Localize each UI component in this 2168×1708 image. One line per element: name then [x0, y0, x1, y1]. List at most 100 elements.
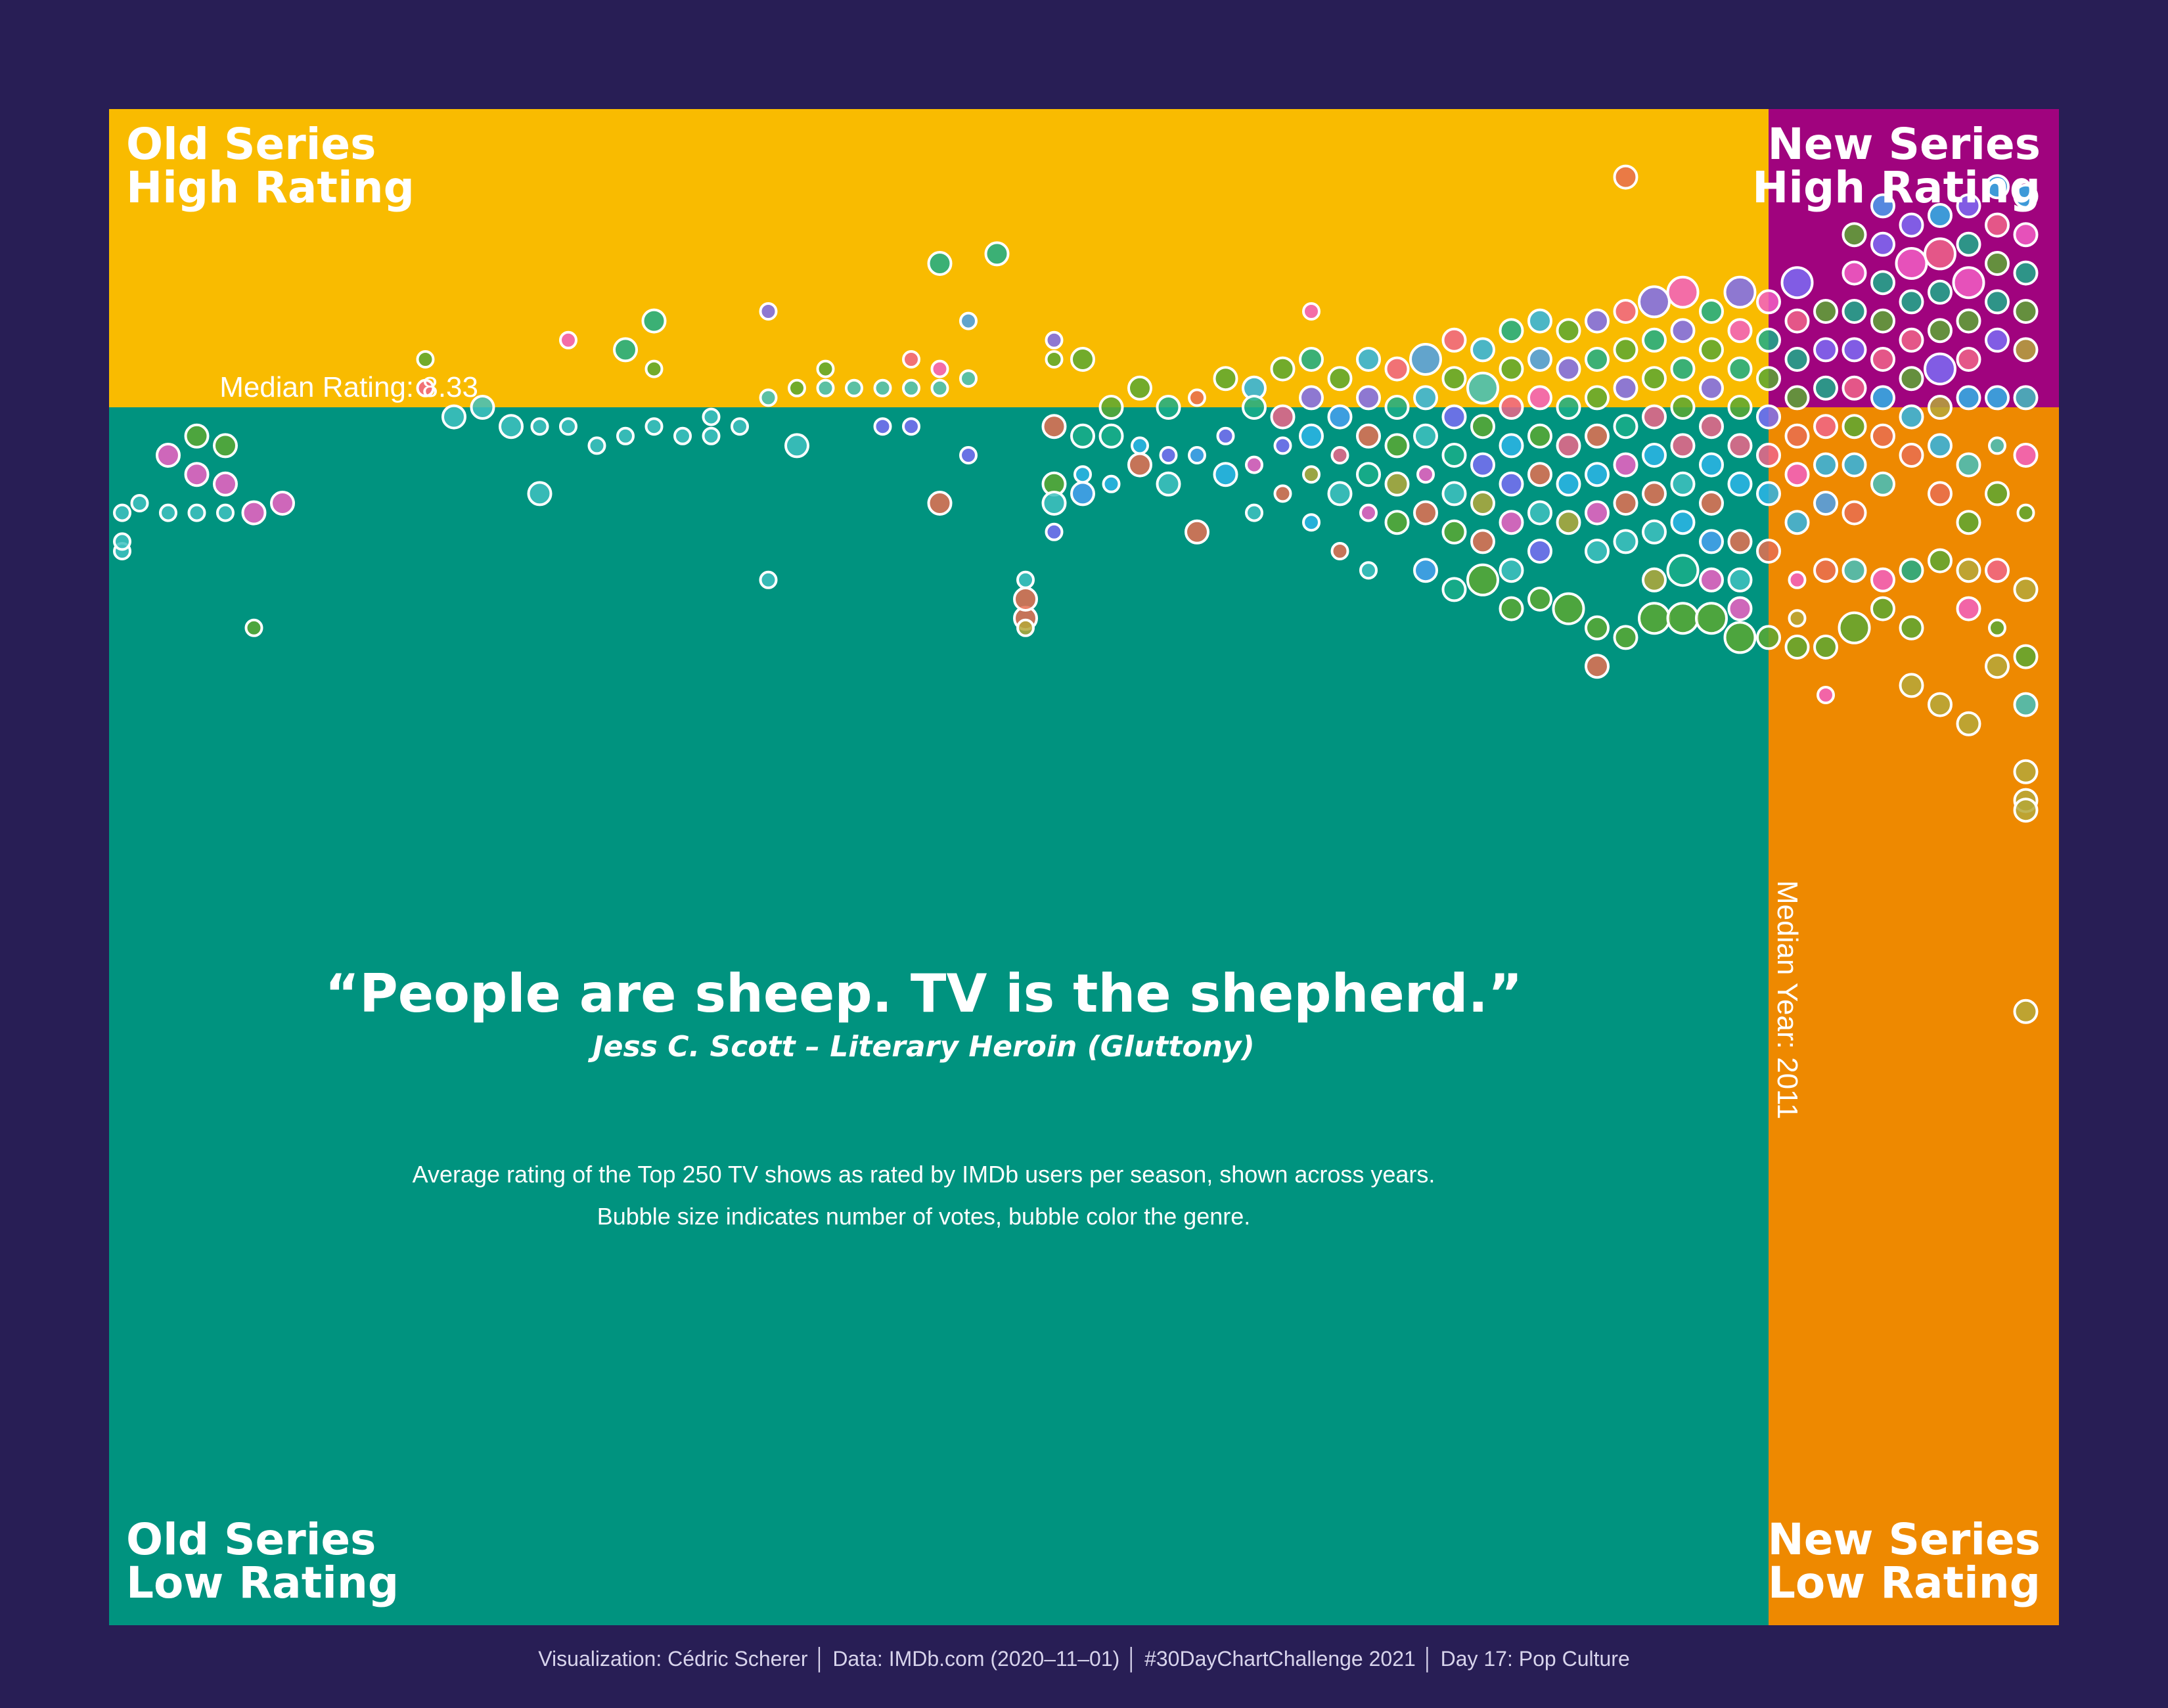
bubble-point — [184, 462, 210, 487]
bubble-point — [1817, 686, 1835, 704]
bubble-point — [1585, 539, 1610, 564]
bubble-point — [1527, 385, 1552, 411]
quadrant-title-new-high-line1: New Series — [1768, 119, 2041, 169]
bubble-point — [1499, 318, 1524, 344]
bubble-point — [1070, 423, 1095, 449]
bubble-point — [1788, 570, 1807, 589]
bubble-point — [1245, 455, 1263, 474]
bubble-point — [1699, 529, 1724, 554]
bubble-point — [784, 433, 809, 459]
bubble-point — [1870, 596, 1895, 621]
quadrant-old-low — [109, 407, 1769, 1625]
bubble-point — [1613, 164, 1638, 190]
bubble-point — [2013, 337, 2039, 363]
bubble-point — [1613, 375, 1638, 401]
bubble-point — [1327, 481, 1353, 506]
quadrant-title-old-high-line1: Old Series — [126, 119, 376, 169]
quadrant-title-old-low-line1: Old Series — [126, 1514, 376, 1565]
bubble-point — [187, 503, 206, 522]
bubble-point — [1270, 404, 1296, 430]
bubble-point — [1556, 471, 1581, 497]
bubble-point — [216, 503, 235, 522]
bubble-point — [1527, 587, 1552, 612]
bubble-point — [1985, 558, 2010, 583]
bubble-point — [1556, 433, 1581, 459]
bubble-point — [1699, 414, 1724, 439]
bubble-point — [1102, 474, 1121, 493]
bubble-point — [1928, 203, 1953, 228]
bubble-point — [902, 350, 920, 369]
bubble-point — [927, 251, 953, 276]
quadrant-new-low — [1769, 407, 2059, 1625]
bubble-point — [1841, 222, 1867, 248]
bubble-point — [2013, 385, 2039, 411]
bubble-point — [1723, 275, 1757, 309]
bubble-point — [1638, 602, 1671, 635]
bubble-point — [1813, 491, 1838, 516]
bubble-point — [1156, 471, 1181, 497]
bubble-point — [1556, 356, 1581, 382]
bubble-point — [1813, 558, 1838, 583]
bubble-point — [1188, 388, 1206, 407]
bubble-point — [1041, 491, 1067, 516]
bubble-point — [1956, 510, 1981, 535]
bubble-point — [1756, 404, 1781, 430]
bubble-point — [1723, 621, 1757, 654]
bubble-point — [1642, 404, 1667, 430]
bubble-point — [1413, 558, 1438, 583]
bubble-point — [2013, 299, 2039, 324]
bubble-point — [1956, 347, 1981, 372]
bubble-point — [1642, 443, 1667, 468]
bubble-point — [1384, 395, 1410, 420]
bubble-point — [1870, 385, 1895, 411]
bubble-point — [673, 426, 692, 445]
bubble-point — [1899, 289, 1924, 315]
bubble-point — [559, 330, 577, 349]
bubble-point — [1070, 481, 1095, 506]
bubble-point — [1841, 299, 1867, 324]
bubble-point — [1670, 433, 1696, 459]
bubble-point — [1924, 352, 1956, 386]
bubble-point — [1302, 302, 1321, 321]
bubble-point — [1330, 446, 1349, 464]
bubble-point — [1985, 481, 2010, 506]
bubble-point — [1356, 423, 1381, 449]
quadrant-title-new-low-line1: New Series — [1768, 1514, 2041, 1565]
bubble-point — [1870, 471, 1895, 497]
bubble-point — [1613, 625, 1638, 650]
bubbles-layer — [113, 164, 2039, 1024]
bubble-point — [1585, 385, 1610, 411]
bubble-point — [1527, 462, 1552, 487]
bubble-point — [1670, 510, 1696, 535]
bubble-point — [1784, 635, 1810, 660]
bubble-point — [156, 443, 181, 468]
bubble-point — [1985, 385, 2010, 411]
bubble-point — [1784, 462, 1810, 487]
bubble-point — [1756, 625, 1781, 650]
bubble-point — [1273, 484, 1292, 503]
bubble-point — [1784, 308, 1810, 334]
bubble-point — [1699, 375, 1724, 401]
bubble-point — [1956, 193, 1981, 219]
bubble-point — [1302, 465, 1321, 484]
bubble-point — [470, 395, 495, 420]
bubble-point — [1556, 318, 1581, 344]
quadrant-title-old-low-line2: Low Rating — [126, 1558, 399, 1608]
bubble-point — [1838, 611, 1871, 644]
bubble-point — [1870, 231, 1895, 257]
bubble-point — [1470, 414, 1495, 439]
bubble-point — [1016, 570, 1035, 589]
bubble-point — [1727, 471, 1753, 497]
bubble-point — [1899, 443, 1924, 468]
bubble-point — [1470, 491, 1495, 516]
bubble-point — [587, 436, 606, 455]
bubble-point — [1330, 542, 1349, 560]
bubble-point — [1870, 308, 1895, 334]
bubble-point — [113, 532, 131, 551]
bubble-point — [1670, 318, 1696, 344]
bubble-point — [2013, 759, 2039, 784]
bubble-point — [416, 350, 435, 369]
bubble-point — [1899, 615, 1924, 640]
bubble-point — [2013, 644, 2039, 669]
